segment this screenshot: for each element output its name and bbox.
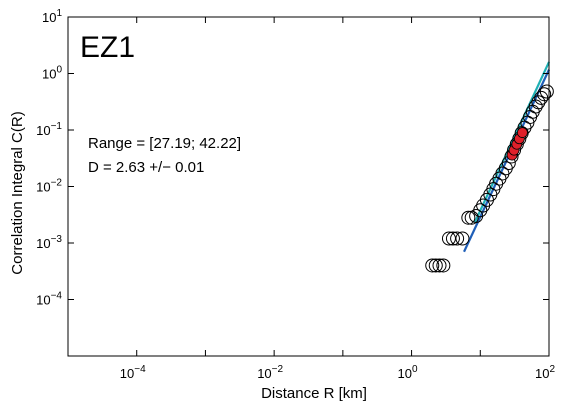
data-point [461, 210, 476, 225]
y-tick-label: 10−4 [36, 291, 62, 308]
plot-frame [67, 16, 550, 357]
data-point [445, 231, 460, 246]
x-tick-label: 10−2 [257, 364, 283, 381]
y-axis-title: Correlation Integral C(R) [9, 111, 26, 274]
x-tick-label: 102 [535, 364, 555, 381]
y-tick-label: 100 [42, 65, 62, 82]
data-point [436, 258, 451, 273]
x-axis-ticks: 10−4 10−2 100 102 [67, 17, 555, 381]
y-tick-label: 10−3 [36, 234, 62, 251]
fractal-dimension-annotation: D = 2.63 +/− 0.01 [88, 159, 204, 176]
data-point [528, 99, 543, 114]
data-point [425, 258, 440, 273]
data-point [539, 84, 554, 99]
y-tick-label: 10−2 [36, 178, 62, 195]
panel-label: EZ1 [80, 31, 135, 64]
filled-circle-markers [506, 127, 528, 161]
x-tick-label: 100 [398, 364, 418, 381]
data-point [537, 87, 552, 102]
data-point [428, 258, 443, 273]
data-point [432, 258, 447, 273]
fit-range-annotation: Range = [27.19; 42.22] [88, 135, 241, 152]
y-tick-label: 10−1 [36, 121, 62, 138]
x-tick-label: 10−4 [120, 364, 146, 381]
data-point [450, 231, 465, 246]
data-point [455, 231, 470, 246]
y-tick-label: 101 [42, 8, 62, 25]
data-point [473, 203, 488, 218]
fit-range-point [516, 127, 528, 138]
data-point [531, 95, 546, 110]
open-circle-markers [425, 84, 554, 273]
y-axis-ticks: 10−4 10−3 10−2 10−1 100 101 [36, 8, 549, 357]
x-axis-title: Distance R [km] [261, 385, 367, 402]
